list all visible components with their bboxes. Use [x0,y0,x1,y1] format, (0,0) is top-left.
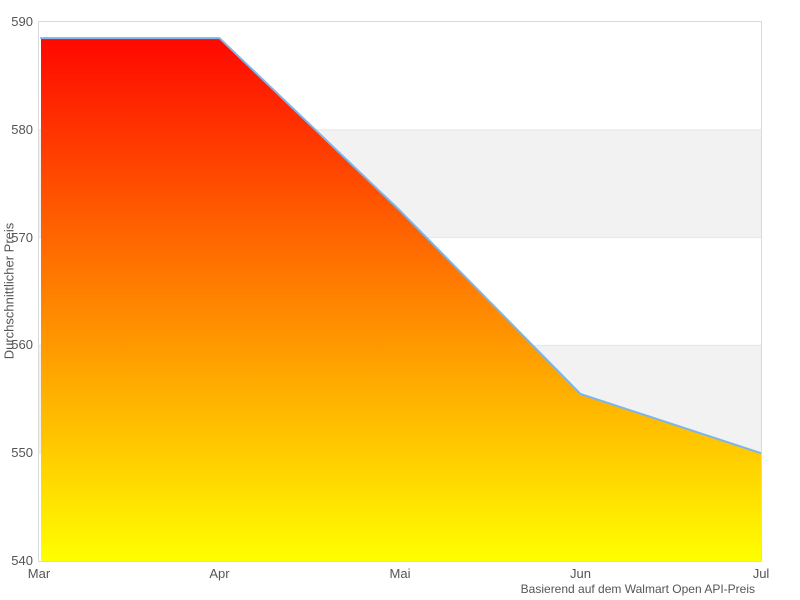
y-tick-label: 560 [11,337,33,353]
y-tick-label: 580 [11,121,33,137]
area-series-canvas [39,37,761,561]
x-tick-label: Mai [389,566,411,581]
chart-credits: Basierend auf dem Walmart Open API-Preis [520,582,755,596]
series-line [40,37,761,455]
y-tick-label: 550 [11,445,33,461]
x-tick-label: Jun [570,566,591,581]
x-tick-label: Mar [27,566,51,581]
y-tick-label: 570 [11,229,33,245]
x-tick-label: Jul [752,566,770,581]
area-fill [41,38,761,561]
y-tick-label: 540 [11,553,33,568]
gridline [39,129,761,131]
plot-area [38,21,762,562]
x-tick-label: Apr [209,566,230,581]
y-tick-label: 590 [11,14,33,29]
